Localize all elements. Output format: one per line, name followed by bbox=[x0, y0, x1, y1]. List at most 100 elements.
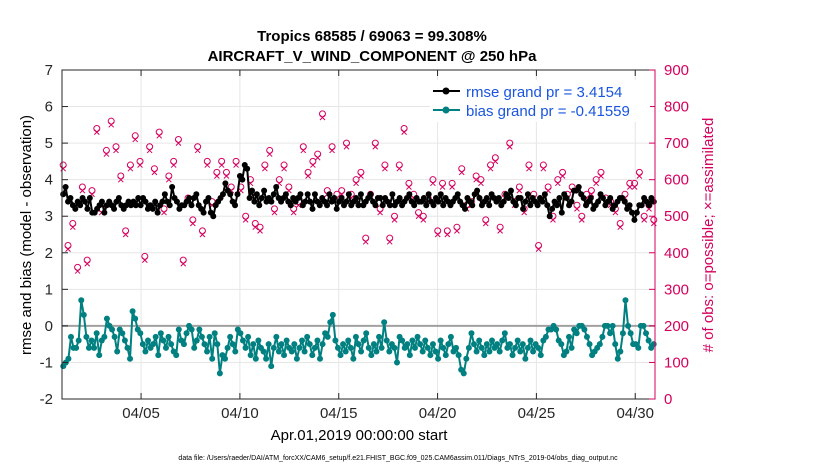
bias-point bbox=[437, 337, 444, 344]
obs-assimilated-marker bbox=[449, 184, 455, 190]
bias-point bbox=[586, 341, 593, 348]
grid-layer bbox=[62, 69, 655, 400]
rmse-point bbox=[524, 191, 531, 198]
obs-assimilated-marker bbox=[492, 158, 499, 165]
y-tick-label: 6 bbox=[45, 99, 53, 116]
bias-point bbox=[447, 333, 454, 340]
legend-rmse-label: rmse grand pr = 3.4154 bbox=[466, 84, 622, 101]
bias-point bbox=[152, 333, 159, 340]
rmse-point bbox=[307, 198, 314, 205]
rmse-point bbox=[355, 202, 362, 209]
bias-point bbox=[622, 297, 629, 304]
bias-point bbox=[180, 341, 187, 348]
bias-point bbox=[283, 337, 290, 344]
rmse-point bbox=[324, 202, 331, 209]
bias-point bbox=[204, 348, 211, 355]
obs-assimilated-marker bbox=[194, 147, 201, 154]
bias-point bbox=[229, 341, 236, 348]
obs-assimilated-marker bbox=[382, 165, 388, 172]
y-tick-label: -1 bbox=[40, 354, 53, 371]
bias-point bbox=[627, 330, 634, 337]
obs-assimilated-marker bbox=[189, 220, 196, 227]
rmse-point bbox=[244, 165, 251, 172]
bias-point bbox=[399, 337, 406, 344]
bias-point bbox=[139, 341, 146, 348]
rmse-point bbox=[556, 194, 563, 201]
bias-point bbox=[494, 341, 501, 348]
rmse-point bbox=[86, 194, 93, 201]
bias-point bbox=[607, 330, 614, 337]
rmse-point bbox=[287, 202, 294, 209]
bias-point bbox=[93, 330, 100, 337]
rmse-point bbox=[161, 191, 168, 198]
rmse-point bbox=[345, 191, 352, 198]
rmse-point bbox=[273, 183, 280, 190]
rmse-point bbox=[430, 202, 437, 209]
bias-point bbox=[206, 333, 213, 340]
bias-point bbox=[460, 370, 467, 377]
rmse-point bbox=[461, 205, 468, 212]
bias-point bbox=[391, 344, 398, 351]
obs-assimilated-marker bbox=[386, 238, 393, 245]
obs-assimilated-marker bbox=[473, 176, 479, 183]
obs-assimilated-marker bbox=[578, 217, 585, 223]
bias-point bbox=[329, 311, 336, 318]
obs-assimilated-marker bbox=[362, 238, 369, 245]
rmse-point bbox=[234, 191, 241, 198]
bias-point bbox=[419, 348, 426, 355]
rmse-point bbox=[222, 180, 229, 187]
rmse-point bbox=[631, 216, 638, 223]
obs-assimilated-marker bbox=[65, 246, 71, 252]
rmse-point bbox=[270, 191, 277, 198]
rmse-point bbox=[152, 198, 159, 205]
rmse-point bbox=[568, 198, 575, 205]
rmse-point bbox=[246, 194, 253, 201]
bias-point bbox=[483, 341, 490, 348]
bias-point bbox=[406, 352, 413, 359]
rmse-point bbox=[595, 198, 602, 205]
bias-point bbox=[301, 348, 308, 355]
bias-point bbox=[137, 330, 144, 337]
bias-point bbox=[337, 352, 344, 359]
rmse-point bbox=[357, 191, 364, 198]
obs-assimilated-marker bbox=[415, 213, 422, 220]
obs-assimilated-marker bbox=[60, 165, 67, 172]
rmse-point bbox=[62, 183, 69, 190]
bias-point bbox=[334, 344, 341, 351]
y-right-tick-label: 0 bbox=[664, 391, 672, 408]
bias-point bbox=[609, 322, 616, 329]
bias-point bbox=[227, 333, 234, 340]
bias-point bbox=[566, 333, 573, 340]
x-axis: 04/05 04/10 04/15 04/20 04/25 04/30 bbox=[122, 70, 654, 422]
bias-point bbox=[468, 330, 475, 337]
obs-assimilated-marker bbox=[79, 187, 86, 194]
bias-point bbox=[496, 348, 503, 355]
bias-point bbox=[583, 333, 590, 340]
obs-assimilated-marker bbox=[329, 147, 335, 154]
rmse-point bbox=[558, 209, 565, 216]
bias-point bbox=[288, 348, 295, 355]
rmse-point bbox=[476, 194, 483, 201]
obs-assimilated-marker bbox=[310, 162, 316, 168]
rmse-point bbox=[282, 191, 289, 198]
obs-assimilated-marker bbox=[137, 162, 143, 168]
bias-point bbox=[224, 344, 231, 351]
bias-point bbox=[263, 355, 270, 362]
obs-assimilated-marker bbox=[319, 114, 326, 121]
rmse-point bbox=[154, 209, 161, 216]
bias-point bbox=[142, 348, 149, 355]
bias-point bbox=[368, 352, 375, 359]
bias-point bbox=[486, 348, 493, 355]
bias-point bbox=[319, 341, 326, 348]
bias-point bbox=[506, 341, 513, 348]
bias-point bbox=[424, 344, 431, 351]
bias-point bbox=[612, 341, 619, 348]
obs-assimilated-marker bbox=[161, 209, 167, 216]
bias-point bbox=[373, 348, 380, 355]
obs-assimilated-marker bbox=[631, 184, 638, 190]
bias-point bbox=[198, 333, 205, 340]
y-tick-label: 5 bbox=[45, 135, 53, 152]
bias-point bbox=[144, 337, 151, 344]
rmse-point bbox=[406, 191, 413, 198]
bias-point bbox=[85, 344, 92, 351]
